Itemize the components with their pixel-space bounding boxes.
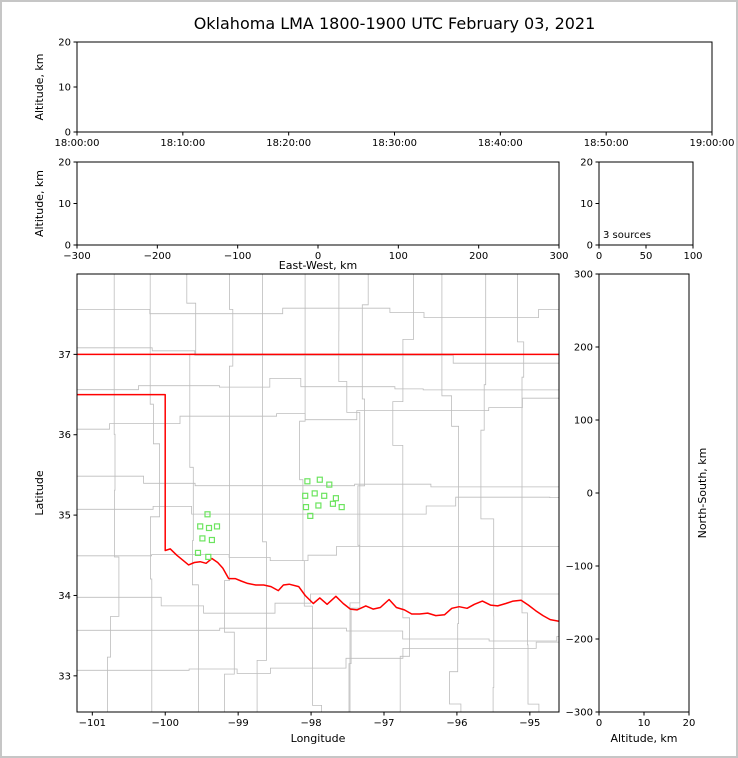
panel-time-height: 18:00:00 18:10:00 18:20:00 18:30:00 18:40:00… <box>33 38 734 150</box>
source-count-annotation: 3 sources <box>603 230 651 241</box>
x-tick-label: 50 <box>640 251 653 262</box>
x-tick-label: 10 <box>638 718 651 729</box>
source-point <box>208 536 215 544</box>
x-tick-label: −95 <box>519 718 540 729</box>
y-tick-label: 300 <box>574 270 593 281</box>
source-point <box>311 490 318 497</box>
map-content <box>77 274 559 712</box>
y-tick-label: 36 <box>58 430 71 441</box>
source-point <box>329 500 336 507</box>
x-tick-label: −100 <box>151 718 178 729</box>
x-tick-label: −97 <box>373 718 394 729</box>
y-tick-label: 37 <box>58 350 71 361</box>
x-tick-label: 18:40:00 <box>478 138 523 149</box>
x-tick-label: 100 <box>389 251 408 262</box>
x-axis-label: Altitude, km <box>610 732 677 745</box>
x-tick-label: 20 <box>683 718 696 729</box>
x-tick-label: 18:10:00 <box>160 138 205 149</box>
y-tick-label: 35 <box>58 511 71 522</box>
source-point <box>199 535 206 542</box>
x-tick-label: −96 <box>446 718 467 729</box>
source-point <box>204 511 211 518</box>
axis-ticks <box>595 273 690 716</box>
x-tick-label: 100 <box>683 251 702 262</box>
x-tick-label: −200 <box>144 251 171 262</box>
x-axis-label: Longitude <box>291 732 346 745</box>
x-axis-label: East-West, km <box>279 259 357 272</box>
panel-ew-height: −300 −200 −100 0 100 200 300 0 10 20 East-West, km… <box>33 158 569 273</box>
x-tick-label: 0 <box>596 718 602 729</box>
y-tick-label: 10 <box>58 199 71 210</box>
y-tick-label: −300 <box>566 708 593 719</box>
y-tick-label: 0 <box>65 241 71 252</box>
y-axis-label: North-South, km <box>696 448 709 539</box>
county-boundaries <box>77 274 559 712</box>
state-border-line <box>77 393 559 622</box>
source-point <box>213 523 221 530</box>
x-tick-label: 200 <box>469 251 488 262</box>
source-point <box>302 492 309 499</box>
axis-ticks <box>595 161 694 249</box>
source-point <box>316 476 323 483</box>
source-point <box>205 524 213 532</box>
state-border <box>77 353 559 622</box>
x-tick-label: −100 <box>224 251 251 262</box>
y-tick-label: 200 <box>574 343 593 354</box>
source-point <box>304 478 311 485</box>
source-point <box>302 504 310 511</box>
y-tick-label: 10 <box>58 83 71 94</box>
y-tick-label: −200 <box>566 635 593 646</box>
x-tick-label: −98 <box>301 718 322 729</box>
x-tick-label: 18:50:00 <box>584 138 629 149</box>
x-tick-label: 0 <box>315 251 321 262</box>
y-axis-label: Altitude, km <box>33 53 46 120</box>
y-tick-label: 34 <box>58 591 71 602</box>
x-tick-label: −101 <box>79 718 106 729</box>
source-point <box>326 481 333 488</box>
figure-title: Oklahoma LMA 1800-1900 UTC February 03, … <box>193 14 596 33</box>
y-tick-label: 0 <box>587 241 593 252</box>
x-tick-label: 18:00:00 <box>55 138 100 149</box>
y-tick-label: 33 <box>58 671 71 682</box>
x-tick-label: 0 <box>596 251 602 262</box>
axis-ticks <box>73 161 560 249</box>
source-point <box>197 523 204 530</box>
source-point <box>307 512 314 519</box>
x-tick-label: 18:30:00 <box>372 138 417 149</box>
y-tick-label: 20 <box>580 158 593 169</box>
x-tick-label: −300 <box>63 251 90 262</box>
y-tick-label: −100 <box>566 562 593 573</box>
lightning-sources <box>194 476 345 561</box>
y-axis-label: Altitude, km <box>33 170 46 237</box>
panel-ns-height: 0 10 20 −300 −200 −100 0 100 200 300 Altitude, km N… <box>566 270 709 746</box>
y-tick-label: 20 <box>58 38 71 49</box>
source-point <box>194 549 202 557</box>
panel-map: −101 −100 −99 −98 −97 −96 −95 33 34 35 36 37 Longitu… <box>33 273 560 745</box>
y-tick-label: 100 <box>574 416 593 427</box>
y-axis-label: Latitude <box>33 470 46 516</box>
source-point <box>315 502 322 509</box>
y-tick-label: 20 <box>58 158 71 169</box>
x-tick-label: 18:20:00 <box>266 138 311 149</box>
y-tick-label: 10 <box>580 199 593 210</box>
source-point <box>338 504 345 511</box>
source-point <box>205 553 212 561</box>
x-tick-label: −99 <box>228 718 249 729</box>
x-tick-label: 19:00:00 <box>690 138 735 149</box>
source-point <box>321 492 328 499</box>
y-tick-label: 0 <box>65 128 71 139</box>
axis-ticks <box>73 41 713 136</box>
y-tick-label: 0 <box>587 489 593 500</box>
axes-frame <box>76 273 560 713</box>
axis-ticks <box>73 353 531 716</box>
x-tick-label: 300 <box>549 251 568 262</box>
